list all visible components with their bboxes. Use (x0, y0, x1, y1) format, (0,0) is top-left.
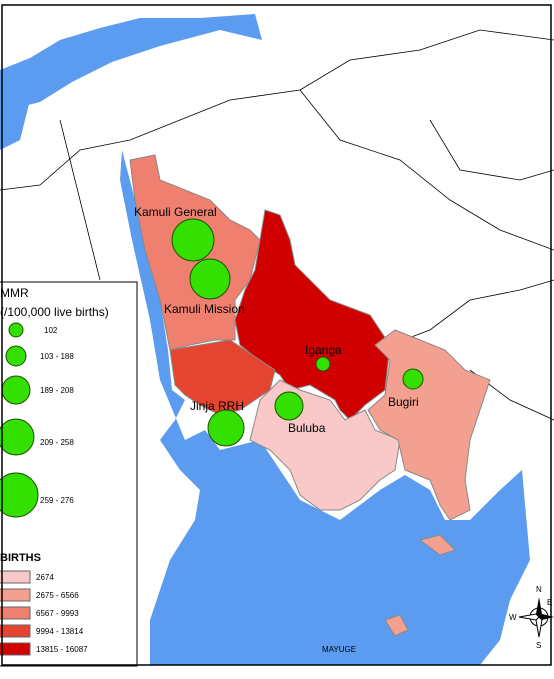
legend-label: 9994 - 13814 (36, 627, 84, 636)
legend-label: 2674 (36, 573, 54, 582)
compass-label: W (509, 613, 517, 622)
frame (1, 4, 552, 666)
district-jinja (169, 339, 276, 416)
hospital-label: Bugiri (388, 395, 419, 409)
compass-label: S (536, 641, 541, 650)
legend-marker (8, 322, 24, 338)
legend-subtitle: (/100,000 live births) (0, 305, 109, 319)
water (0, 14, 530, 665)
legend-label: 2675 - 6566 (36, 591, 79, 600)
island (418, 534, 456, 556)
hospital-marker (189, 258, 231, 300)
legend-title: BIRTHS (0, 552, 41, 564)
compass-label: E (547, 598, 552, 607)
hospital-marker (171, 218, 215, 262)
hospital-label: Kamuli General (134, 205, 217, 219)
legend-label: 102 (44, 326, 58, 335)
legend-marker (1, 375, 31, 405)
district-label: MAYUGE (322, 645, 356, 654)
legend-swatch (0, 606, 31, 620)
legend-label: 103 - 188 (40, 352, 74, 361)
hospital-marker (402, 368, 424, 390)
legend-swatch (0, 570, 31, 584)
hospital-label: Buluba (288, 421, 326, 435)
district-bugiri (367, 329, 491, 521)
hospital-marker (207, 409, 245, 447)
island (384, 614, 409, 637)
legend-label: 6567 - 9993 (36, 609, 79, 618)
legend-label: 13815 - 16087 (36, 645, 88, 654)
compass-label: N (536, 585, 542, 594)
legend-label: 209 - 258 (40, 438, 74, 447)
legend-title: MMR (0, 286, 29, 300)
legend-marker (0, 472, 39, 518)
legend-swatch (0, 588, 31, 602)
legend-marker (0, 418, 35, 456)
hospital-marker (315, 356, 331, 372)
hospital-label: Kamuli Mission (164, 302, 245, 316)
compass: N W E S (509, 585, 554, 650)
hospital-label: Jinja RRH (190, 399, 244, 413)
hospital-label: Iganga (305, 343, 342, 357)
legend-marker (5, 345, 27, 367)
legend-label: 259 - 276 (40, 496, 74, 505)
legend-swatch (0, 624, 31, 638)
hospital-marker (274, 391, 304, 421)
legend-label: 189 - 208 (40, 386, 74, 395)
district-iganga (234, 209, 391, 421)
legend-swatch (0, 642, 31, 656)
